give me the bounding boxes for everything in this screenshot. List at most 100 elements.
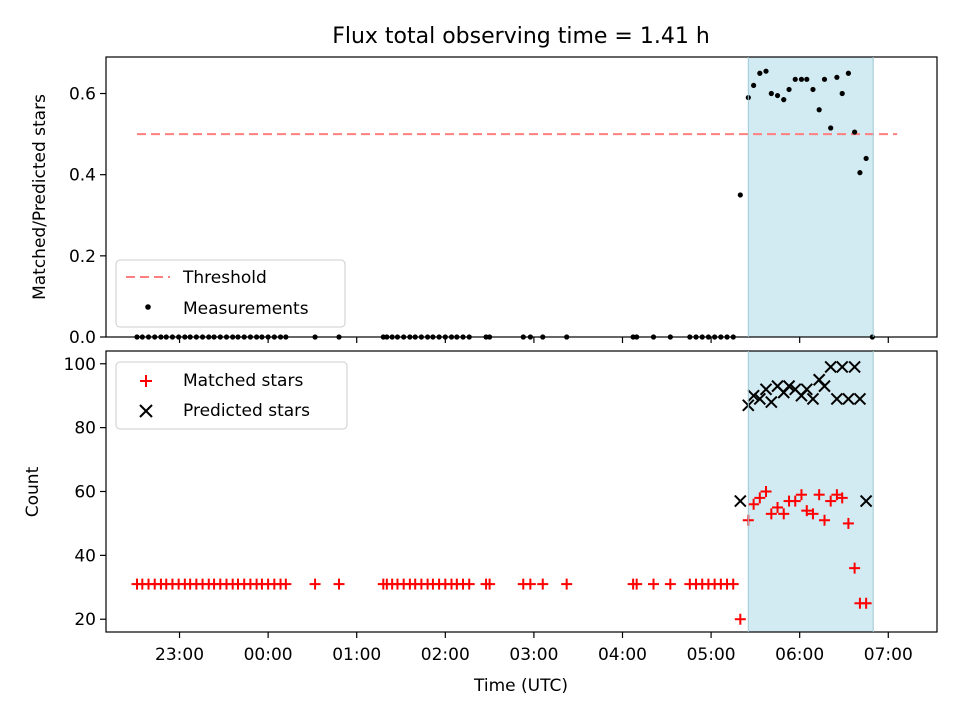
measurement-point	[774, 92, 781, 99]
matched-star-point	[836, 492, 848, 504]
legend-predicted-label: Predicted stars	[183, 401, 310, 421]
measurement-point	[737, 192, 743, 198]
bottom-legend: Matched stars Predicted stars	[115, 361, 348, 430]
matched-star-point	[860, 597, 872, 609]
matched-star-point	[537, 578, 549, 590]
matched-star-point	[765, 508, 777, 520]
x-axis-label: Time (UTC)	[473, 676, 568, 696]
matched-star-point	[760, 486, 772, 497]
bottom-y-tick-label: 80	[74, 419, 96, 439]
x-tick-label: 02:00	[421, 645, 470, 665]
measurement-point	[863, 155, 869, 162]
top-y-tick-label: 0.4	[69, 166, 96, 186]
measurement-point	[792, 76, 798, 82]
matched-star-point	[484, 578, 496, 590]
matched-star-point	[309, 578, 321, 590]
matched-star-point	[664, 578, 676, 590]
matched-star-point	[734, 613, 746, 625]
x-tick-label: 01:00	[332, 645, 381, 665]
measurement-point	[786, 86, 792, 93]
matched-star-point	[818, 514, 830, 526]
x-tick-label: 06:00	[775, 645, 824, 665]
measurement-point	[810, 86, 816, 93]
predicted-star-point	[753, 392, 767, 406]
matched-star-point	[648, 578, 660, 590]
top-plot-frame	[105, 56, 938, 338]
top-y-tick-label: 0.2	[69, 247, 96, 267]
matched-star-point	[280, 578, 292, 590]
predicted-star-point	[835, 360, 849, 374]
bottom-y-axis-label: Count	[23, 466, 43, 517]
measurement-point	[804, 76, 810, 82]
predicted-star-point	[818, 379, 831, 393]
matched-star-point	[748, 498, 760, 510]
top-y-tick-label: 0.6	[69, 85, 96, 105]
measurement-point	[751, 82, 757, 89]
measurement-point	[763, 68, 769, 74]
measurement-point	[834, 74, 840, 80]
predicted-star-point	[848, 360, 861, 374]
matched-star-point	[561, 578, 573, 590]
legend-predicted-swatch	[139, 404, 153, 418]
legend-threshold-label: Threshold	[182, 268, 267, 288]
predicted-star-point	[759, 383, 773, 396]
measurement-point	[852, 129, 858, 135]
predicted-star-point	[853, 392, 867, 406]
matched-star-point	[778, 508, 790, 520]
predicted-star-point	[859, 494, 873, 508]
matched-star-point	[631, 578, 643, 590]
predicted-star-point	[842, 392, 855, 406]
measurement-point	[857, 170, 863, 176]
measurement-point	[845, 70, 852, 76]
top-legend-box	[115, 259, 346, 328]
measurement-point	[821, 76, 828, 82]
matched-star-point	[801, 505, 813, 517]
x-tick-label: 04:00	[598, 645, 647, 665]
x-tick-label: 23:00	[155, 645, 204, 665]
figure-title: Flux total observing time = 1.41 h	[332, 24, 710, 49]
measurement-point	[757, 70, 763, 76]
matched-star-point	[754, 492, 766, 504]
measurement-point	[816, 107, 822, 113]
bottom-y-tick-label: 40	[74, 546, 96, 566]
matched-star-point	[727, 578, 739, 590]
legend-matched-label: Matched stars	[183, 371, 303, 391]
predicted-star-point	[824, 360, 837, 374]
matched-star-point	[795, 489, 807, 501]
measurement-point	[768, 90, 774, 97]
measurement-point	[781, 97, 787, 103]
bottom-legend-box	[115, 361, 348, 430]
matched-star-point	[333, 578, 345, 590]
top-observing-window	[748, 57, 874, 337]
matched-star-point	[524, 578, 536, 590]
measurement-point	[839, 90, 845, 97]
predicted-star-point	[734, 494, 747, 508]
legend-matched-swatch	[140, 375, 152, 387]
x-tick-label: 00:00	[244, 645, 293, 665]
measurement-point	[828, 125, 834, 131]
top-y-tick-label: 0.0	[69, 328, 96, 348]
bottom-y-tick-label: 20	[74, 610, 96, 630]
x-tick-label: 05:00	[687, 645, 736, 665]
matched-star-point	[813, 489, 825, 501]
bottom-y-tick-label: 100	[64, 355, 96, 375]
legend-measurements-label: Measurements	[183, 299, 309, 319]
top-legend: Threshold Measurements	[115, 259, 346, 328]
legend-measurement-swatch	[145, 304, 151, 310]
matched-star-point	[842, 517, 854, 529]
x-tick-label: 03:00	[509, 645, 558, 665]
predicted-star-point	[830, 392, 844, 406]
predicted-star-point	[747, 389, 760, 402]
predicted-star-point	[806, 392, 820, 406]
bottom-y-tick-label: 60	[74, 483, 96, 503]
predicted-star-point	[765, 395, 778, 409]
matched-star-point	[807, 508, 819, 520]
matched-star-point	[849, 562, 861, 574]
bottom-panel: 20 40 60 80 100 23:00 00:00 01:00 02:00 03:00 04:…	[23, 350, 938, 665]
top-panel: 0.0 0.2 0.4 0.6 Matched/Predicted stars Thr…	[30, 56, 938, 348]
matched-star-point	[463, 578, 475, 590]
measurement-point	[798, 76, 805, 82]
top-y-axis-label: Matched/Predicted stars	[30, 94, 50, 300]
matched-star-point	[825, 495, 837, 507]
